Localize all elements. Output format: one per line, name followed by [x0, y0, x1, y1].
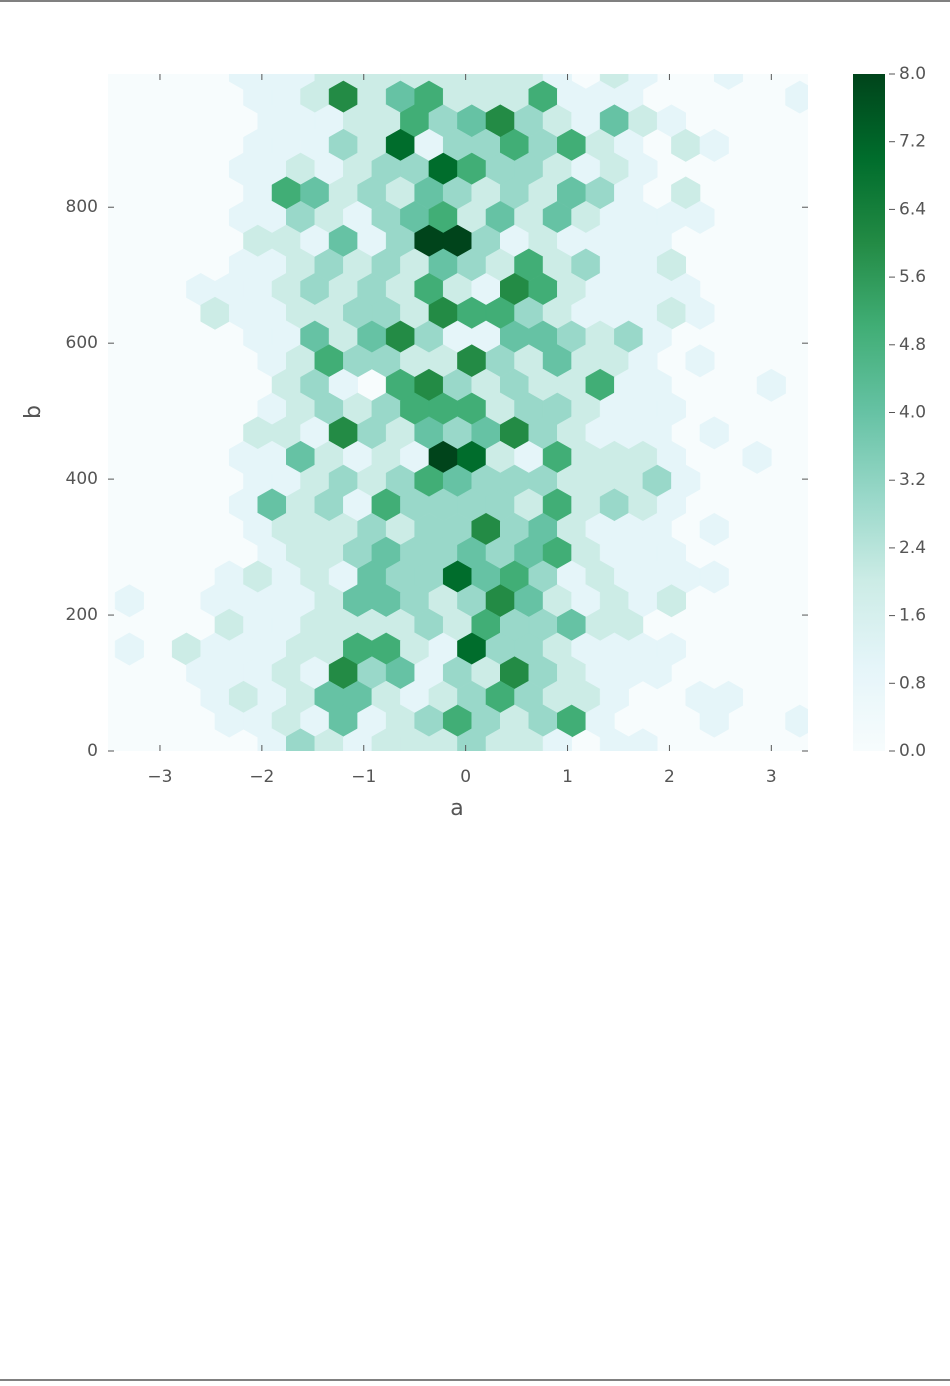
x-tick-label: 0	[460, 767, 471, 787]
y-tick-label: 800	[66, 197, 98, 217]
x-tick-label: −1	[351, 767, 376, 787]
hex-cell	[699, 128, 729, 162]
colorbar-tick-label: 2.4	[899, 538, 926, 558]
hex-cell	[656, 584, 687, 618]
colorbar-tick-label: 6.4	[899, 199, 926, 219]
x-tick-label: 2	[664, 767, 675, 787]
y-tick-label: 400	[66, 469, 98, 489]
colorbar-tick-label: 8.0	[899, 64, 926, 84]
x-tick-label: −3	[147, 767, 172, 787]
hex-cell	[699, 416, 729, 450]
y-tick-label: 0	[87, 741, 98, 761]
colorbar-tick-label: 4.0	[899, 403, 926, 423]
hex-cell	[785, 704, 808, 738]
hex-cell	[628, 728, 658, 751]
hex-cell	[542, 728, 572, 751]
colorbar-tick-label: 3.2	[899, 470, 926, 490]
colorbar-tick-label: 5.6	[899, 267, 926, 287]
colorbar-tick-label: 7.2	[899, 132, 926, 152]
x-tick-label: −2	[249, 767, 274, 787]
y-tick-label: 200	[66, 605, 98, 625]
y-tick-label: 600	[66, 333, 98, 353]
hex-cell	[114, 632, 144, 666]
colorbar-tick-label: 0.0	[899, 741, 926, 761]
colorbar-tick-label: 4.8	[899, 335, 926, 355]
hex-cell	[685, 344, 715, 378]
hex-cell	[699, 704, 729, 738]
y-axis-label: b	[21, 405, 46, 419]
hex-cell	[713, 74, 744, 90]
hex-cell	[756, 368, 786, 402]
hex-cell	[699, 512, 729, 546]
hex-cell	[114, 584, 144, 618]
hex-layer	[114, 74, 808, 751]
x-tick-label: 3	[766, 767, 777, 787]
colorbar-tick-label: 1.6	[899, 606, 926, 626]
hex-cell	[699, 560, 729, 594]
colorbar	[853, 74, 885, 751]
hex-cell	[785, 80, 808, 114]
x-tick-label: 1	[562, 767, 573, 787]
colorbar-tick-label: 0.8	[899, 673, 926, 693]
x-axis-label: a	[450, 796, 463, 821]
hex-cell	[642, 656, 672, 690]
hex-cell	[742, 440, 772, 474]
hex-cell	[685, 296, 715, 330]
hex-cell	[685, 200, 715, 234]
